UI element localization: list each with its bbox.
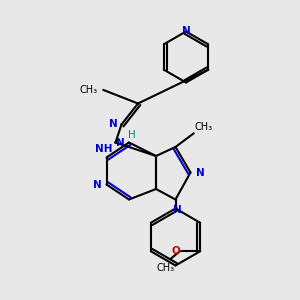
Text: H: H xyxy=(128,130,136,140)
Text: CH₃: CH₃ xyxy=(195,122,213,132)
Text: N: N xyxy=(116,137,124,148)
Text: N: N xyxy=(196,167,205,178)
Text: CH₃: CH₃ xyxy=(80,85,98,95)
Text: CH₃: CH₃ xyxy=(157,263,175,273)
Text: N: N xyxy=(172,205,182,215)
Text: N: N xyxy=(93,179,102,190)
Text: N: N xyxy=(109,118,118,129)
Text: NH: NH xyxy=(95,144,112,154)
Text: O: O xyxy=(171,246,180,256)
Text: N: N xyxy=(182,26,190,37)
